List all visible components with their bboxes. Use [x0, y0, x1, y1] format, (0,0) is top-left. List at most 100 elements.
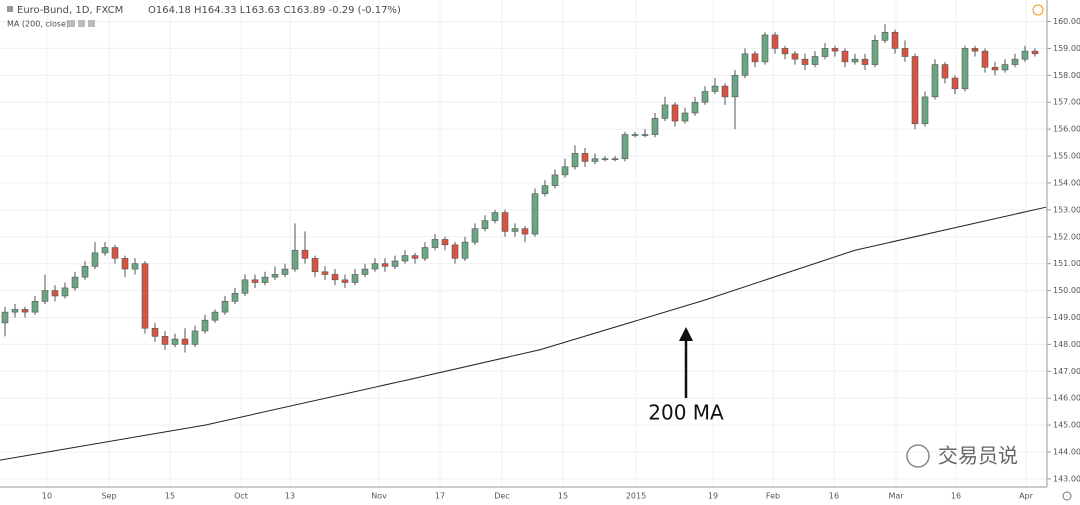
candle-body [191, 330, 199, 345]
y-tick-label: 158.00 [1053, 71, 1080, 80]
x-tick-label: Nov [371, 492, 387, 501]
candle-body [651, 118, 659, 135]
y-tick-label: 145.00 [1053, 421, 1080, 430]
x-tick-label: Dec [494, 492, 509, 501]
candle-body [521, 228, 529, 235]
candle-body [491, 212, 499, 221]
candle-body [501, 212, 509, 232]
indicator-button[interactable] [78, 20, 85, 27]
candle-body [11, 309, 19, 313]
candle-body [271, 274, 279, 278]
alert-icon[interactable] [1032, 4, 1044, 16]
candle-body [881, 31, 889, 41]
candle-body [801, 58, 809, 65]
candle-body [981, 50, 989, 68]
candle-body [121, 257, 129, 270]
candle-body [401, 255, 409, 262]
grid [0, 0, 1046, 487]
y-tick-label: 146.00 [1053, 394, 1080, 403]
candle-body [781, 48, 789, 55]
candle-body [111, 247, 119, 259]
settings-icon[interactable] [1062, 491, 1072, 501]
y-tick-label: 147.00 [1053, 367, 1080, 376]
y-tick-label: 152.00 [1053, 232, 1080, 241]
candle-body [81, 266, 89, 278]
y-tick-label: 155.00 [1053, 152, 1080, 161]
watermark-icon [906, 444, 930, 468]
indicator-label: MA (200, close) [7, 20, 69, 29]
candle-body [961, 48, 969, 90]
candle-body [611, 158, 619, 161]
candle-body [561, 166, 569, 176]
candle-body [141, 263, 149, 329]
y-tick-label: 157.00 [1053, 98, 1080, 107]
x-tick-label: Feb [766, 492, 780, 501]
annotation: 200 MA [648, 401, 724, 425]
candle-body [551, 174, 559, 186]
candle-body [931, 64, 939, 98]
candle-body [241, 279, 249, 294]
candle-body [831, 48, 839, 52]
indicator-button[interactable] [68, 20, 75, 27]
candle-body [131, 263, 139, 270]
x-tick-label: Mar [888, 492, 904, 501]
candle-body [61, 287, 69, 297]
candle-body [821, 48, 829, 57]
candle-body [1031, 50, 1039, 55]
candle-body [451, 244, 459, 259]
candle-body [371, 263, 379, 270]
candle-body [151, 327, 159, 337]
candle-body [51, 290, 59, 297]
candle-body [991, 66, 999, 71]
candle-body [631, 134, 639, 136]
candle-body [621, 134, 629, 160]
y-tick-label: 159.00 [1053, 44, 1080, 53]
candle-body [71, 276, 79, 289]
candle-body [381, 263, 389, 267]
candle-body [431, 239, 439, 248]
candle-body [441, 239, 449, 246]
candle-body [321, 271, 329, 275]
candle-body [21, 309, 29, 313]
candle-body [911, 56, 919, 125]
candle-body [471, 228, 479, 243]
x-tick-label: Apr [1019, 492, 1034, 501]
candle-body [701, 91, 709, 103]
candle-body [861, 58, 869, 65]
x-tick-label: 10 [42, 492, 52, 501]
candle-body [421, 247, 429, 259]
chart-title: Euro-Bund, 1D, FXCM [17, 5, 123, 16]
candle-body [231, 292, 239, 302]
y-tick-label: 144.00 [1053, 448, 1080, 457]
x-tick-label: Sep [101, 492, 116, 501]
candle-body [741, 53, 749, 76]
candle-body [351, 274, 359, 283]
candle-body [261, 276, 269, 283]
candle-body [971, 48, 979, 52]
candle-body [661, 104, 669, 119]
symbol-icon [7, 6, 13, 12]
y-tick-label: 148.00 [1053, 340, 1080, 349]
candle-body [1021, 50, 1029, 60]
candle-body [541, 185, 549, 195]
x-tick-label: 19 [708, 492, 718, 501]
candle-body [581, 153, 589, 162]
candle-body [341, 279, 349, 283]
candle-body [311, 257, 319, 273]
candle-body [721, 85, 729, 98]
indicator-button[interactable] [88, 20, 95, 27]
y-tick-label: 143.00 [1053, 474, 1080, 483]
candle-body [921, 96, 929, 125]
candle-body [571, 153, 579, 168]
candle-body [761, 34, 769, 63]
y-tick-label: 156.00 [1053, 125, 1080, 134]
candle-body [871, 40, 879, 65]
candle-body [91, 252, 99, 267]
annotation-arrowhead [679, 327, 693, 341]
candle-body [481, 220, 489, 230]
candle-body [711, 85, 719, 92]
candle-body [1011, 58, 1019, 65]
ma-line [0, 206, 1047, 461]
candle-body [301, 249, 309, 259]
